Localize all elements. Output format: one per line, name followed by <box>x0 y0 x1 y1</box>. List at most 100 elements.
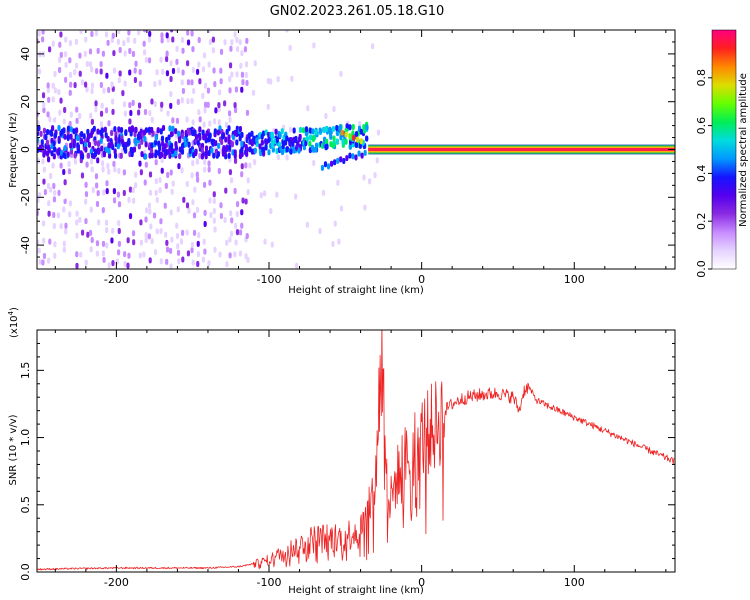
spectrogram-noise-cell <box>96 157 100 164</box>
spectrogram-band-cell <box>45 129 50 136</box>
spectrogram-noise-cell <box>227 110 232 117</box>
spectrogram-noise-cell <box>105 188 109 195</box>
spectrogram-band-cell <box>79 138 83 145</box>
spectrogram-noise-cell <box>64 76 68 83</box>
spectrogram-noise-cell <box>171 117 175 124</box>
spectrogram-band-cell <box>358 142 362 149</box>
spectrogram-noise-cell <box>229 45 233 52</box>
spectrogram-band-cell <box>304 126 309 133</box>
spectrogram-band-cell <box>260 139 264 146</box>
spectrogram-band-cell <box>227 138 231 145</box>
spectrogram-noise-cell <box>185 202 190 209</box>
spectrogram-sparse-cell <box>248 20 251 26</box>
spectrogram-band-cell <box>156 127 160 134</box>
spectrogram-noise-cell <box>148 257 152 264</box>
spectrogram-noise-cell <box>180 79 184 86</box>
spectrogram-noise-cell <box>233 31 237 38</box>
spectrogram-band-cell <box>292 127 296 134</box>
spectrogram-noise-cell <box>99 110 104 117</box>
spectrogram-noise-cell <box>64 61 68 68</box>
spectrogram-peak-cell <box>340 129 344 136</box>
spectrogram-sparse-cell <box>362 174 366 181</box>
spectrogram-band-cell <box>80 153 85 160</box>
spectrogram-noise-cell <box>176 243 180 250</box>
spectrogram-noise-cell <box>244 162 248 169</box>
spectrogram-noise-cell <box>148 30 152 37</box>
spectrogram-noise-cell <box>75 262 79 269</box>
spectrogram-noise-cell <box>73 158 78 165</box>
spectrogram-noise-cell <box>169 75 173 82</box>
spectrogram-noise-cell <box>196 240 200 247</box>
spectrogram-y-tick-label: 20 <box>19 95 32 109</box>
colorbar-label: Normalized spectral amplitude <box>738 73 749 227</box>
spectrogram-noise-cell <box>170 236 174 243</box>
spectrogram-noise-cell <box>59 31 63 38</box>
spectrogram-sparse-cell <box>373 172 377 179</box>
spectrogram-band-cell <box>253 147 257 154</box>
spectrogram-noise-cell <box>84 181 88 188</box>
spectrogram-lower-branch-cell <box>348 152 352 159</box>
spectrogram-noise-cell <box>133 76 137 83</box>
spectrogram-band-cell <box>274 128 278 135</box>
spectrogram-noise-cell <box>153 249 158 256</box>
spectrogram-noise-cell <box>123 110 127 117</box>
spectrogram-noise-cell <box>83 50 87 57</box>
spectrogram-noise-cell <box>164 231 168 238</box>
spectrogram-band-cell <box>308 140 312 147</box>
spectrogram-noise-cell <box>90 158 94 165</box>
spectrogram-noise-cell <box>123 80 127 87</box>
spectrogram-noise-cell <box>181 69 185 76</box>
spectrogram-band-cell <box>325 138 329 145</box>
spectrogram-band-cell <box>240 131 244 138</box>
spectrogram-noise-cell <box>197 36 201 43</box>
spectrogram-band-cell <box>161 140 165 147</box>
spectrogram-noise-cell <box>196 260 200 267</box>
spectrogram-band-cell <box>150 152 154 159</box>
spectrogram-noise-cell <box>240 163 244 170</box>
spectrogram-band-cell <box>103 126 107 133</box>
spectrogram-band-cell <box>240 140 244 147</box>
spectrogram-band-cell <box>106 135 110 142</box>
spectrogram-band-cell <box>198 126 202 133</box>
spectrogram-noise-cell <box>169 102 173 109</box>
spectrogram-noise-cell <box>38 258 42 265</box>
spectrogram-noise-cell <box>107 168 111 175</box>
spectrogram-noise-cell <box>145 207 149 214</box>
spectrogram-band-cell <box>267 136 271 143</box>
spectrogram-noise-cell <box>88 229 93 236</box>
spectrogram-band-cell <box>280 149 285 156</box>
spectrogram-noise-cell <box>41 259 45 266</box>
spectrogram-noise-cell <box>37 196 40 203</box>
spectrogram-noise-cell <box>202 52 207 59</box>
spectrogram-band-cell <box>227 125 231 132</box>
spectrogram-noise-cell <box>212 118 217 125</box>
spectrogram-noise-cell <box>186 39 191 46</box>
spectrogram-noise-cell <box>123 251 127 258</box>
spectrogram-noise-cell <box>80 172 85 179</box>
spectrogram-noise-cell <box>95 240 100 247</box>
spectrogram-noise-cell <box>212 207 216 214</box>
snr-x-tick-label: -200 <box>104 576 129 589</box>
spectrogram-noise-cell <box>138 68 142 75</box>
spectrogram-noise-cell <box>244 72 248 79</box>
spectrogram-noise-cell <box>181 87 186 94</box>
spectrogram-noise-cell <box>105 72 109 79</box>
spectrogram-lower-branch-cell <box>336 157 340 164</box>
spectrogram-band-cell <box>51 125 55 132</box>
spectrogram-band-cell <box>154 152 158 159</box>
snr-scale-label: (x104) <box>7 307 20 338</box>
spectrogram-band-cell <box>187 141 191 148</box>
spectrogram-noise-cell <box>138 80 143 87</box>
spectrogram-noise-cell <box>59 162 63 169</box>
spectrogram-band-cell <box>324 126 328 133</box>
spectrogram-noise-cell <box>96 47 100 54</box>
spectrogram-noise-cell <box>180 121 184 128</box>
spectrogram-band-cell <box>223 150 227 157</box>
spectrogram-band-cell <box>120 138 125 145</box>
spectrogram-band-cell <box>114 135 118 142</box>
spectrogram-noise-cell <box>166 110 170 117</box>
spectrogram-lower-branch-cell <box>357 150 361 157</box>
spectrogram-sparse-cell <box>321 189 326 196</box>
colorbar-frame <box>711 29 737 270</box>
